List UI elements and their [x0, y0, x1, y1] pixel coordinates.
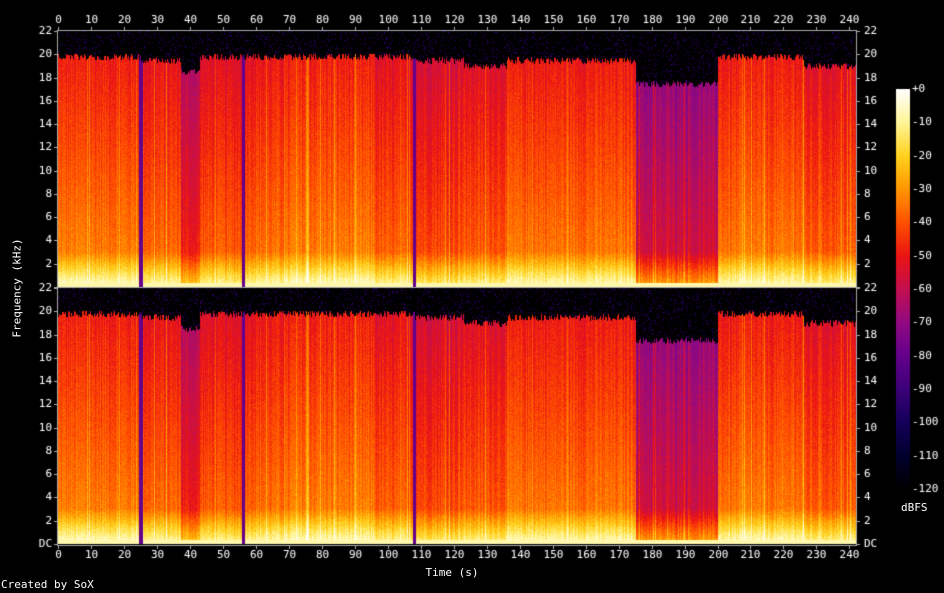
- x-axis-label: Time (s): [425, 566, 479, 579]
- y-axis-label: Frequency (kHz): [10, 238, 24, 338]
- colorbar-label: dBFS: [901, 501, 928, 514]
- credit-text: Created by SoX: [1, 578, 94, 591]
